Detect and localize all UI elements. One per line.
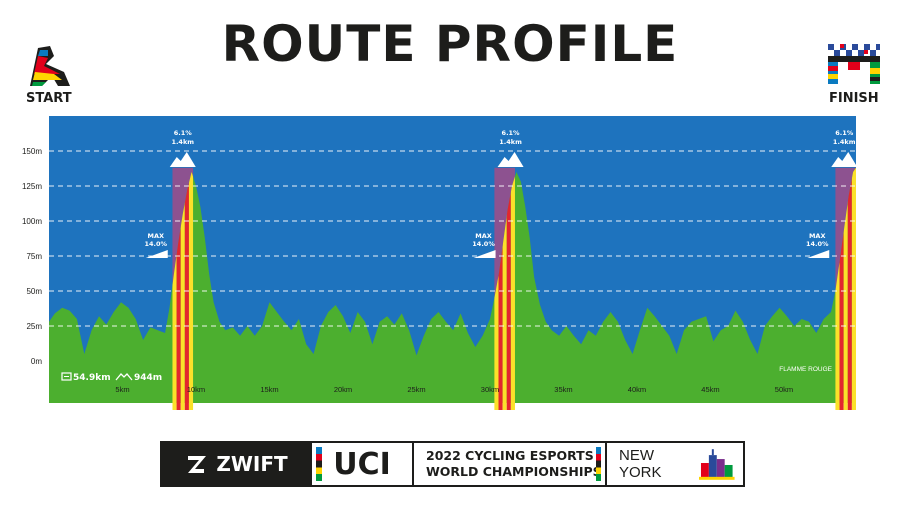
championship-line2: WORLD CHAMPIONSHIPS [426, 464, 602, 479]
terrain-area [49, 167, 856, 403]
max-gradient-value: 14.0% [472, 240, 495, 248]
gradient-wedge-icon [473, 250, 496, 258]
championship-title: 2022 CYCLING ESPORTS WORLD CHAMPIONSHIPS [412, 443, 607, 485]
climb-terrain-stripe-2-4 [506, 167, 511, 403]
uci-wordmark: UCI [333, 446, 391, 482]
climb-terrain-stripe-2-5 [510, 167, 515, 403]
route-profile-chart: 0m 25m 50m 75m 100m 125m 150m 5km 10km 15km 20km 2… [22, 116, 858, 410]
climb-terrain-stripe-1-2 [176, 167, 181, 403]
climb-terrain-stripe-2-3 [502, 167, 507, 403]
climb-stripe-1-1 [172, 403, 177, 410]
climb-terrain-stripe-2-2 [498, 167, 503, 403]
zwift-wordmark: ZWIFT [216, 452, 288, 476]
mountain-icon [831, 152, 858, 167]
climb-stripe-2-4 [506, 403, 511, 410]
climb-stripe-2-3 [502, 403, 507, 410]
start-icon [30, 46, 70, 86]
finish-label: FINISH [829, 91, 879, 106]
climb-grade: 6.1% [174, 129, 193, 137]
stats-box: 54.9km 944m [61, 372, 162, 383]
climb-terrain-stripe-3-4 [847, 167, 852, 403]
sponsor-footer: ZWIFT UCI 2022 CYCLING ESPORTS WORLD CHA… [160, 441, 745, 487]
flamme-rouge-label: FLAMME ROUGE [779, 366, 832, 373]
max-gradient-label: MAX [148, 232, 165, 240]
y-tick-label: 125m [22, 182, 42, 191]
x-axis-labels: 5km 10km 15km 20km 25km 30km 35km 40km 45km 50km [115, 385, 793, 394]
y-tick-label: 0m [31, 357, 42, 366]
y-tick-label: 75m [26, 252, 42, 261]
x-tick-label: 15km [260, 385, 278, 394]
climb-stripe-1-2 [176, 403, 181, 410]
climb-terrain-stripe-1-3 [180, 167, 185, 403]
climb-terrain-stripe-1-5 [188, 167, 194, 403]
x-tick-label: 5km [115, 385, 129, 394]
climb-stripe-3-3 [843, 403, 848, 410]
x-tick-label: 40km [628, 385, 646, 394]
climb-length: 1.4km [833, 138, 856, 146]
max-gradient-label: MAX [809, 232, 826, 240]
rainbow-stripes [316, 447, 322, 481]
x-tick-label: 50km [775, 385, 793, 394]
climb-grade: 6.1% [835, 129, 854, 137]
elevation-value: 944m [134, 373, 162, 383]
climb-stripes-over-terrain [172, 167, 856, 403]
y-tick-label: 150m [22, 147, 42, 156]
x-tick-label: 35km [554, 385, 572, 394]
x-tick-label: 10km [187, 385, 205, 394]
climb-terrain-stripe-3-5 [851, 167, 856, 403]
start-label: START [26, 91, 72, 106]
climb-stripe-1-4 [184, 403, 189, 410]
climb-stripe-3-4 [847, 403, 852, 410]
distance-icon [61, 372, 72, 381]
uci-logo: UCI [312, 443, 412, 485]
climb-stripe-1-3 [180, 403, 185, 410]
x-tick-label: 20km [334, 385, 352, 394]
elevation-icon [115, 373, 133, 381]
x-tick-label: 45km [701, 385, 719, 394]
climb-stripe-3-1 [835, 403, 840, 410]
championship-line1: 2022 CYCLING ESPORTS [426, 448, 594, 463]
skyline-icon [699, 449, 735, 480]
rainbow-stripes-right [596, 447, 601, 481]
y-tick-label: 100m [22, 217, 42, 226]
max-gradient-value: 14.0% [806, 240, 829, 248]
climb-stripe-3-2 [839, 403, 844, 410]
y-tick-label: 50m [26, 287, 42, 296]
climb-terrain-stripe-3-3 [843, 167, 848, 403]
climb-terrain-stripe-3-2 [839, 167, 844, 403]
page-title: ROUTE PROFILE [221, 15, 679, 73]
gradient-wedge-icon [145, 250, 168, 258]
y-tick-label: 25m [26, 322, 42, 331]
max-gradient-label: MAX [475, 232, 492, 240]
climb-length: 1.4km [499, 138, 522, 146]
zwift-logo: ZWIFT [162, 443, 312, 485]
gradient-wedge-icon [807, 250, 830, 258]
finish-icon [828, 44, 880, 84]
climb-terrain-stripe-1-1 [172, 167, 177, 403]
mountain-icon [497, 152, 524, 167]
city-name: NEW YORK [619, 447, 662, 481]
distance-value: 54.9km [73, 373, 111, 383]
new-york-block: NEW YORK [607, 443, 743, 485]
y-axis-labels: 0m 25m 50m 75m 100m 125m 150m [22, 147, 42, 366]
climb-grade: 6.1% [502, 129, 521, 137]
climb-terrain-stripe-1-4 [184, 167, 189, 403]
climb-stripe-2-1 [494, 403, 499, 410]
climb-stripe-2-2 [498, 403, 503, 410]
x-tick-label: 25km [407, 385, 425, 394]
max-gradient-value: 14.0% [144, 240, 167, 248]
x-tick-label: 30km [481, 385, 499, 394]
mountain-icon [169, 152, 196, 167]
climb-stripe-1-5 [188, 403, 194, 410]
climb-terrain-stripe-3-1 [835, 167, 840, 403]
climb-stripe-3-5 [851, 403, 856, 410]
climb-length: 1.4km [171, 138, 194, 146]
zwift-z-icon [188, 456, 207, 473]
climb-stripe-2-5 [510, 403, 515, 410]
climb-annotations: 6.1%1.4kmMAX14.0%6.1%1.4kmMAX14.0%6.1%1.… [144, 129, 858, 258]
